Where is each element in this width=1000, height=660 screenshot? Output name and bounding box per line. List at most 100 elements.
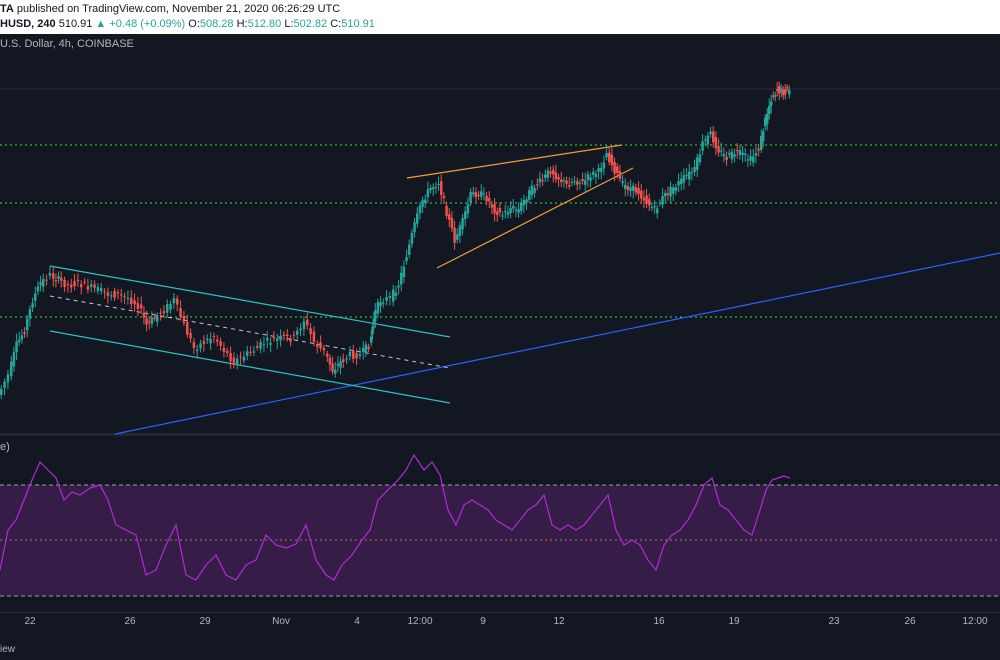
candle-body — [370, 336, 373, 343]
footer-text: iew — [0, 644, 16, 655]
candle-body — [246, 351, 249, 356]
candle-body — [752, 156, 755, 163]
symbol-label[interactable]: HUSD, 240 — [0, 18, 56, 30]
candle-body — [222, 347, 226, 352]
candle-body — [266, 338, 269, 341]
x-tick: 12:00 — [962, 616, 988, 627]
candle-body — [610, 154, 614, 165]
candle-body — [488, 198, 491, 202]
candle-body — [738, 150, 742, 155]
candle-body — [562, 180, 566, 182]
candle-body — [355, 352, 358, 359]
candle-body — [589, 177, 592, 181]
candle-body — [12, 352, 16, 367]
candle-body — [786, 87, 789, 89]
candle-body — [309, 328, 312, 335]
ascending-trendline — [114, 252, 1000, 435]
candle-body — [6, 374, 10, 383]
candle-body — [0, 388, 3, 395]
candle-body — [712, 131, 715, 143]
candle-body — [648, 199, 651, 206]
candle-body — [289, 338, 292, 342]
candle-body — [20, 335, 24, 340]
candle-body — [456, 234, 459, 240]
candle-body — [113, 290, 116, 298]
candle-body — [557, 177, 560, 180]
candle-body — [778, 86, 781, 94]
candle-body — [48, 272, 52, 276]
candle-body — [506, 212, 510, 215]
candle-body — [120, 294, 123, 296]
candle-body — [766, 113, 769, 124]
candle-body — [312, 331, 316, 342]
candle-body — [83, 281, 86, 283]
candle-body — [741, 152, 744, 155]
candle-body — [15, 341, 18, 353]
candle-body — [690, 172, 694, 174]
candle-body — [23, 332, 26, 334]
candle-body — [496, 211, 499, 216]
candle-body — [93, 284, 96, 288]
candle-body — [525, 199, 528, 203]
candle-body — [693, 167, 696, 173]
candle-body — [464, 211, 467, 219]
candle-body — [594, 173, 598, 178]
candle-body — [512, 206, 515, 209]
candle-body — [533, 188, 536, 193]
candle-body — [371, 326, 374, 335]
candle-body — [90, 284, 93, 287]
candle-body — [374, 310, 377, 322]
candle-body — [292, 334, 296, 336]
candle-body — [509, 208, 512, 214]
candle-body — [232, 357, 236, 365]
x-tick: 26 — [904, 616, 916, 627]
candle-body — [249, 351, 252, 353]
candle-body — [757, 148, 760, 151]
candle-body — [34, 293, 37, 301]
candle-body — [733, 154, 736, 157]
candle-body — [36, 286, 40, 292]
candle-body — [364, 344, 368, 353]
candle-body — [202, 341, 206, 344]
candle-body — [669, 186, 672, 197]
candle-body — [239, 356, 242, 358]
candle-body — [52, 273, 55, 279]
candle-body — [226, 350, 229, 354]
candle-body — [172, 298, 176, 304]
candle-body — [656, 208, 659, 214]
candle-body — [416, 213, 419, 224]
candle-body — [302, 321, 306, 330]
candle-body — [760, 136, 763, 150]
candle-body — [618, 171, 622, 179]
candle-body — [259, 342, 262, 349]
candle-body — [685, 175, 688, 177]
candle-body — [573, 181, 576, 183]
x-tick: 29 — [199, 616, 211, 627]
candle-body — [440, 181, 443, 195]
candle-body — [658, 202, 662, 204]
candle-body — [219, 341, 222, 346]
candle-body — [80, 284, 83, 288]
candle-body — [54, 280, 58, 282]
candle-body — [482, 193, 486, 195]
candle-body — [616, 166, 619, 173]
candle-body — [528, 190, 531, 200]
candle-body — [63, 279, 66, 287]
candle-body — [536, 184, 539, 186]
candle-body — [166, 304, 169, 313]
candle-body — [469, 191, 472, 203]
candle-body — [186, 322, 189, 335]
x-tick: 12:00 — [407, 616, 433, 627]
candle-body — [770, 101, 773, 106]
price-pane — [0, 34, 1000, 434]
candle-body — [156, 315, 159, 322]
candle-body — [514, 209, 518, 211]
candle-body — [474, 192, 478, 198]
close-value: 510.91 — [341, 18, 375, 30]
candle-body — [405, 257, 408, 262]
published-info: published on TradingView.com, November 2… — [13, 3, 341, 15]
candle-body — [57, 276, 60, 279]
candle-body — [560, 179, 563, 183]
x-tick: 4 — [354, 616, 360, 627]
